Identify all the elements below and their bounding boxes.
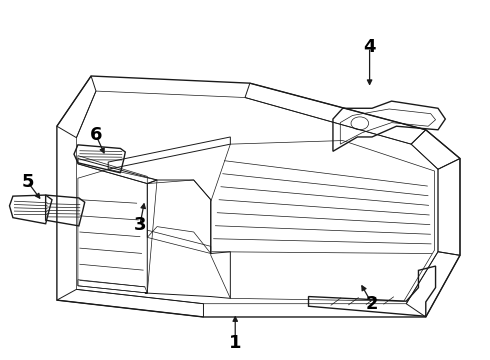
Text: 3: 3 bbox=[134, 216, 146, 234]
Text: 2: 2 bbox=[366, 295, 378, 313]
Text: 1: 1 bbox=[229, 334, 242, 352]
Text: 5: 5 bbox=[22, 173, 34, 191]
Text: 6: 6 bbox=[90, 126, 102, 144]
Text: 4: 4 bbox=[364, 38, 376, 56]
